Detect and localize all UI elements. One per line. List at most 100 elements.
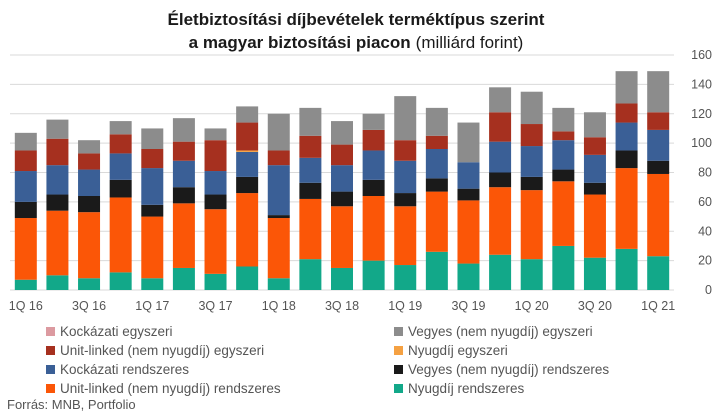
legend-label: Vegyes (nem nyugdíj) rendszeres [408,361,610,377]
bar-segment [46,165,69,195]
bar-stack [489,87,512,290]
bar-segment [172,141,195,161]
legend-label: Kockázati rendszeres [60,361,190,377]
bar-segment [583,257,606,290]
x-tick-label: 3Q 17 [198,299,232,313]
bar-stack [647,71,670,290]
bar-stack [172,118,195,290]
x-tick-label: 3Q 18 [325,299,359,313]
bar-segment [552,131,575,141]
y-tick-label: 40 [698,224,712,238]
bar-segment [78,196,101,213]
bar-segment [78,212,101,279]
bar-stack [236,106,259,290]
bar-segment [299,182,322,199]
bar-segment [14,150,37,172]
bar-segment [615,168,638,249]
bar-segment [520,259,543,290]
bar-segment [425,251,448,290]
bar-segment [141,278,164,290]
bar-segment [583,154,606,183]
bar-segment [236,266,259,290]
x-tick-label: 1Q 21 [641,299,675,313]
bar-segment [552,245,575,290]
bar-segment [489,112,512,142]
y-tick-label: 20 [698,254,712,268]
legend-item-unit-linked-rendszeres: Unit-linked (nem nyugdíj) rendszeres [46,379,281,397]
x-axis: 1Q 16 3Q 16 1Q 17 3Q 17 1Q 18 3Q 18 1Q 19 3Q 19… [9,299,675,313]
chart-subtitle-bold: a magyar biztosítási piacon [189,33,411,52]
bar-segment [331,191,353,207]
bar-segment [141,204,164,217]
bar-segment [615,122,638,151]
legend-label: Vegyes (nem nyugdíj) egyszeri [408,323,593,339]
legend-swatch [394,326,403,336]
bar-segment [204,128,227,141]
bar-segment [331,165,353,192]
legend-swatch [394,364,403,374]
bar-segment [204,171,227,195]
bar-segment [394,193,417,207]
x-tick-label: 1Q 18 [262,299,296,313]
bar-segment [520,190,543,260]
bar-stack [457,122,480,290]
legend-swatch [394,383,403,393]
bar-segment [331,121,353,145]
x-tick-label: 3Q 20 [578,299,612,313]
bar-segment [14,279,37,290]
bar-segment [46,194,69,211]
bar-segment [552,169,575,182]
bar-segment [457,263,480,290]
bar-segment [552,107,575,132]
bar-segment [615,71,638,104]
bar-segment [267,215,290,219]
bar-segment [46,275,69,290]
bar-segment [236,193,259,267]
bar-segment [236,106,259,123]
legend-item-kockazati-egyszeri: Kockázati egyszeri [46,322,173,340]
bar-segment [394,96,417,141]
bar-stack [425,107,448,290]
bar-segment [520,176,543,191]
bar-segment [299,135,322,158]
bar-segment [489,254,512,290]
bar-segment [489,187,512,255]
bar-segment [425,178,448,192]
bar-segment [204,194,227,210]
x-tick-label: 1Q 19 [388,299,422,313]
legend-item-nyugdij-egyszeri: Nyugdíj egyszeri [394,341,508,359]
bar-segment [267,165,290,216]
bar-segment [299,157,322,183]
chart-subtitle-unit: (milliárd forint) [416,33,524,52]
bar-segment [141,168,164,205]
bar-stack [204,128,227,290]
bar-segment [425,135,448,149]
bar-segment [109,121,132,135]
bar-segment [331,267,353,290]
bar-segment [457,200,480,264]
bar-segment [647,71,670,113]
bar-segment [583,182,606,195]
bar-segment [236,176,259,194]
bar-segment [267,218,290,279]
y-tick-label: 0 [705,283,712,297]
bar-stack [394,96,417,290]
x-tick-label: 3Q 16 [72,299,106,313]
y-tick-label: 120 [691,107,712,121]
y-tick-label: 60 [698,195,712,209]
legend-label: Kockázati egyszeri [60,323,173,339]
bar-segment [647,112,670,130]
bar-segment [14,218,37,280]
bar-stack [78,140,101,290]
bar-segment [109,272,132,290]
bar-segment [583,112,606,138]
legend-swatch [394,345,403,355]
bar-segment [236,151,259,177]
bar-segment [14,201,37,219]
bar-segment [394,265,417,290]
bars [14,71,670,290]
bar-segment [362,113,385,130]
bar-segment [299,259,322,290]
bar-segment [394,206,417,266]
